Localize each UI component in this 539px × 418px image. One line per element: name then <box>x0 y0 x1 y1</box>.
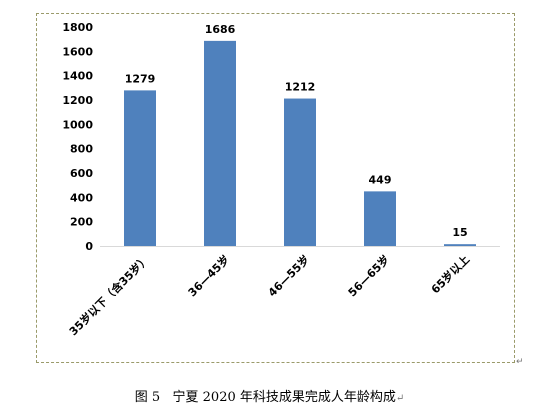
chart-frame <box>36 13 515 363</box>
y-tick-label-7: 1400 <box>62 70 93 83</box>
y-tick-label-4: 800 <box>70 143 93 156</box>
x-axis: 35岁以下（含35岁） 36—45岁 46—55岁 56—65岁 65岁以上 <box>66 246 500 338</box>
data-label-0: 1279 <box>125 72 156 85</box>
bar-1 <box>204 40 236 247</box>
data-label-1: 1686 <box>205 23 236 36</box>
data-label-2: 1212 <box>285 81 316 94</box>
y-tick-label-5: 1000 <box>62 118 93 131</box>
y-tick-label-6: 1200 <box>62 94 93 107</box>
data-label-4: 15 <box>452 226 467 239</box>
y-tick-label-9: 1800 <box>62 21 93 34</box>
figure-number: 图 5 <box>134 390 161 405</box>
bar-chart: 0 200 400 600 800 1000 1200 1400 1600 1800 1279 16… <box>62 21 500 338</box>
figure-caption: 图 5 宁夏 2020 年科技成果完成人年龄构成↵ <box>0 386 539 405</box>
x-category-label-3: 56—65岁 <box>345 252 392 299</box>
y-tick-label-8: 1600 <box>62 45 93 58</box>
y-axis: 0 200 400 600 800 1000 1200 1400 1600 1800 <box>62 21 93 253</box>
bar-4 <box>444 244 476 246</box>
caption-return-mark: ↵ <box>395 393 405 404</box>
data-label-3: 449 <box>369 173 392 186</box>
y-tick-label-3: 600 <box>70 167 93 180</box>
x-category-label-2: 46—55岁 <box>265 252 312 299</box>
frame-return-mark: ↵ <box>516 357 524 367</box>
x-category-label-0: 35岁以下（含35岁） <box>66 252 152 338</box>
y-tick-label-0: 0 <box>85 240 93 253</box>
y-tick-label-2: 400 <box>70 191 93 204</box>
figure-caption-text: 宁夏 2020 年科技成果完成人年龄构成 <box>172 390 396 405</box>
bar-2 <box>284 98 316 246</box>
x-category-label-4: 65岁以上 <box>428 252 472 296</box>
bars <box>124 40 476 247</box>
data-labels: 1279 1686 1212 449 15 <box>125 23 468 239</box>
x-category-label-1: 36—45岁 <box>185 252 232 299</box>
bar-0 <box>124 90 156 246</box>
bar-3 <box>364 191 396 246</box>
y-tick-label-1: 200 <box>70 216 93 229</box>
